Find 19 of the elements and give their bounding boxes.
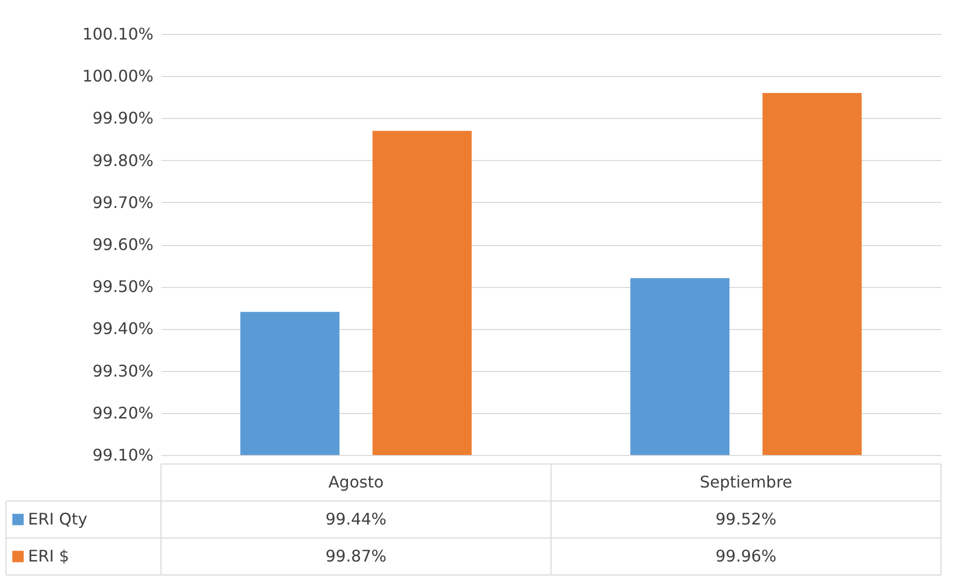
data-label: 99.44% [325, 510, 387, 528]
y-tick-label: 99.20% [92, 403, 154, 422]
y-tick-label: 100.10% [82, 24, 154, 44]
y-tick-label: 99.30% [92, 361, 154, 380]
data-label: 99.87% [325, 546, 387, 566]
legend-label: ERI $ [28, 546, 70, 566]
y-tick-label: 100.00% [82, 66, 154, 86]
y-tick-label: 99.10% [92, 446, 154, 464]
data-label: 99.52% [715, 510, 777, 528]
data-label: 99.96% [715, 546, 777, 566]
y-tick-label: 99.60% [92, 235, 154, 254]
y-tick-label: 99.50% [92, 277, 154, 296]
y-tick-label: 99.70% [92, 192, 154, 212]
x-tick-label: Agosto [328, 472, 384, 492]
y-tick-label: 99.80% [92, 150, 154, 170]
y-tick-label: 99.40% [92, 319, 154, 338]
legend-label: ERI Qty [28, 510, 88, 528]
y-tick-label: 99.90% [92, 108, 154, 128]
x-tick-label: Septiembre [700, 472, 792, 492]
